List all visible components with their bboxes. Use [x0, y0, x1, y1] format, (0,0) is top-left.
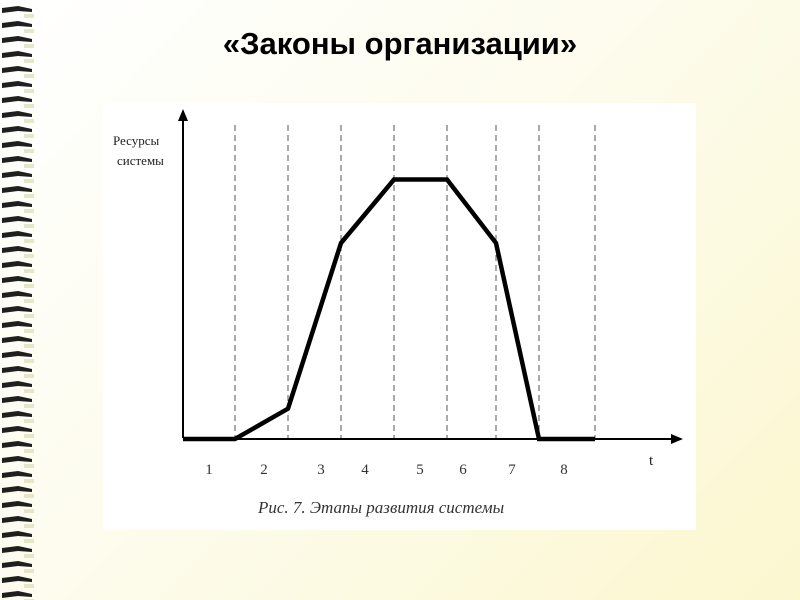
spiral-hole: [24, 29, 34, 33]
stage-label: 3: [317, 462, 325, 478]
spiral-hole: [24, 89, 34, 93]
spiral-ring: [2, 171, 32, 178]
spiral-hole: [24, 149, 34, 153]
spiral-hole: [24, 254, 34, 258]
spiral-ring: [2, 336, 32, 343]
spiral-ring: [2, 501, 32, 508]
spiral-ring: [2, 276, 32, 283]
spiral-hole: [24, 434, 34, 438]
spiral-ring: [2, 561, 32, 568]
spiral-ring: [2, 471, 32, 478]
spiral-hole: [24, 584, 34, 588]
y-axis-label-line2: системы: [117, 153, 164, 168]
spiral-ring: [2, 396, 32, 403]
spiral-ring: [2, 201, 32, 208]
spiral-hole: [24, 479, 34, 483]
spiral-ring: [2, 216, 32, 223]
spiral-ring: [2, 186, 32, 193]
spiral-hole: [24, 209, 34, 213]
spiral-ring: [2, 441, 32, 448]
spiral-hole: [24, 539, 34, 543]
spiral-hole: [24, 284, 34, 288]
spiral-hole: [24, 389, 34, 393]
x-axis-label: t: [649, 453, 654, 469]
spiral-ring: [2, 111, 32, 118]
stage-label: 6: [459, 462, 467, 478]
stage-labels: 1 2 3 4 5 6 7 8: [205, 462, 568, 478]
spiral-hole: [24, 44, 34, 48]
stage-label: 7: [508, 462, 516, 478]
spiral-ring: [2, 6, 32, 13]
spiral-hole: [24, 104, 34, 108]
spiral-hole: [24, 344, 34, 348]
spiral-hole: [24, 224, 34, 228]
spiral-hole: [24, 269, 34, 273]
spiral-ring: [2, 411, 32, 418]
spiral-ring: [2, 156, 32, 163]
spiral-ring: [2, 261, 32, 268]
spiral-ring: [2, 366, 32, 373]
spiral-hole: [24, 119, 34, 123]
spiral-hole: [24, 449, 34, 453]
spiral-hole: [24, 299, 34, 303]
spiral-ring: [2, 591, 32, 598]
spiral-hole: [24, 494, 34, 498]
spiral-hole: [24, 419, 34, 423]
spiral-ring: [2, 351, 32, 358]
spiral-ring: [2, 126, 32, 133]
y-axis-label-line1: Ресурсы: [113, 133, 160, 148]
spiral-ring: [2, 516, 32, 523]
spiral-hole: [24, 59, 34, 63]
spiral-ring: [2, 96, 32, 103]
stage-label: 4: [361, 462, 369, 478]
spiral-ring: [2, 51, 32, 58]
spiral-ring: [2, 81, 32, 88]
stage-label: 8: [560, 462, 568, 478]
spiral-hole: [24, 554, 34, 558]
spiral-ring: [2, 456, 32, 463]
spiral-binding: [2, 6, 34, 600]
spiral-hole: [24, 14, 34, 18]
spiral-ring: [2, 381, 32, 388]
spiral-hole: [24, 164, 34, 168]
spiral-hole: [24, 359, 34, 363]
stage-boundaries: [234, 125, 596, 439]
spiral-hole: [24, 314, 34, 318]
spiral-hole: [24, 509, 34, 513]
spiral-hole: [24, 74, 34, 78]
stage-label: 5: [416, 462, 424, 478]
spiral-hole: [24, 329, 34, 333]
stages-chart: Ресурсы системы t 1 2 3 4 5 6 7 8 Рис. 7. Этапы…: [113, 109, 683, 517]
spiral-ring: [2, 321, 32, 328]
spiral-ring: [2, 576, 32, 583]
spiral-ring: [2, 141, 32, 148]
spiral-hole: [24, 569, 34, 573]
spiral-hole: [24, 464, 34, 468]
spiral-hole: [24, 404, 34, 408]
stage-label: 1: [205, 462, 213, 478]
resource-curve: [183, 177, 595, 442]
spiral-ring: [2, 21, 32, 28]
slide-title: «Законы организации»: [222, 26, 578, 61]
spiral-ring: [2, 231, 32, 238]
spiral-hole: [24, 194, 34, 198]
stage-label: 2: [260, 462, 268, 478]
spiral-ring: [2, 426, 32, 433]
spiral-hole: [24, 179, 34, 183]
spiral-ring: [2, 486, 32, 493]
spiral-ring: [2, 246, 32, 253]
spiral-ring: [2, 531, 32, 538]
spiral-ring: [2, 291, 32, 298]
spiral-hole: [24, 374, 34, 378]
spiral-ring: [2, 546, 32, 553]
spiral-ring: [2, 36, 32, 43]
spiral-hole: [24, 524, 34, 528]
spiral-ring: [2, 66, 32, 73]
figure-caption: Рис. 7. Этапы развития системы: [257, 498, 504, 517]
spiral-hole: [24, 134, 34, 138]
figure-panel: Ресурсы системы t 1 2 3 4 5 6 7 8 Рис. 7. Этапы…: [103, 103, 696, 530]
spiral-ring: [2, 306, 32, 313]
spiral-hole: [24, 239, 34, 243]
